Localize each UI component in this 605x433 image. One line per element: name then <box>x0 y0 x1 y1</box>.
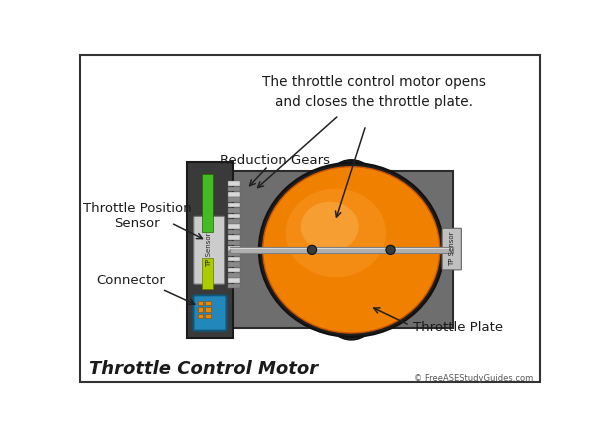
Bar <box>228 235 240 240</box>
Bar <box>205 301 211 305</box>
Text: Connector: Connector <box>97 274 166 287</box>
Bar <box>228 192 240 197</box>
Bar <box>228 224 240 229</box>
Ellipse shape <box>301 202 359 252</box>
Bar <box>205 307 211 312</box>
Bar <box>230 247 453 252</box>
Circle shape <box>330 294 373 337</box>
Bar <box>228 278 240 283</box>
Bar <box>188 162 233 339</box>
FancyBboxPatch shape <box>194 216 224 284</box>
Bar <box>205 314 211 318</box>
Bar <box>228 187 240 191</box>
Bar <box>228 252 240 256</box>
Text: TP Sensor: TP Sensor <box>206 233 212 268</box>
Bar <box>228 197 240 202</box>
Text: Reduction Gears: Reduction Gears <box>220 155 330 168</box>
Bar <box>228 257 240 262</box>
Bar <box>228 273 240 278</box>
Bar <box>228 219 240 223</box>
Circle shape <box>327 291 376 340</box>
Bar <box>228 268 240 272</box>
Bar <box>198 301 203 305</box>
Bar <box>228 241 240 245</box>
Text: Throttle Position
Sensor: Throttle Position Sensor <box>83 202 192 230</box>
Circle shape <box>307 245 316 255</box>
Bar <box>228 213 240 218</box>
Bar <box>198 307 203 312</box>
Ellipse shape <box>286 189 386 277</box>
FancyBboxPatch shape <box>442 228 462 270</box>
Bar <box>198 314 203 318</box>
Bar <box>203 171 453 328</box>
Bar <box>228 262 240 267</box>
Text: © FreeASEStudyGuides.com: © FreeASEStudyGuides.com <box>414 374 533 383</box>
Ellipse shape <box>263 167 440 333</box>
Circle shape <box>386 245 395 255</box>
Bar <box>228 230 240 234</box>
Bar <box>228 284 240 288</box>
FancyBboxPatch shape <box>194 295 226 331</box>
Bar <box>228 246 240 251</box>
Bar <box>228 181 240 186</box>
Circle shape <box>327 160 376 209</box>
Text: TP Sensor: TP Sensor <box>449 232 455 266</box>
Bar <box>202 174 213 232</box>
Circle shape <box>330 163 373 206</box>
Bar <box>228 208 240 213</box>
Text: Throttle Plate: Throttle Plate <box>413 321 503 334</box>
Bar <box>230 248 453 249</box>
Bar <box>202 258 213 289</box>
Text: Throttle Control Motor: Throttle Control Motor <box>90 360 319 378</box>
Bar <box>228 203 240 207</box>
Ellipse shape <box>259 163 443 337</box>
Text: The throttle control motor opens
and closes the throttle plate.: The throttle control motor opens and clo… <box>261 75 486 109</box>
